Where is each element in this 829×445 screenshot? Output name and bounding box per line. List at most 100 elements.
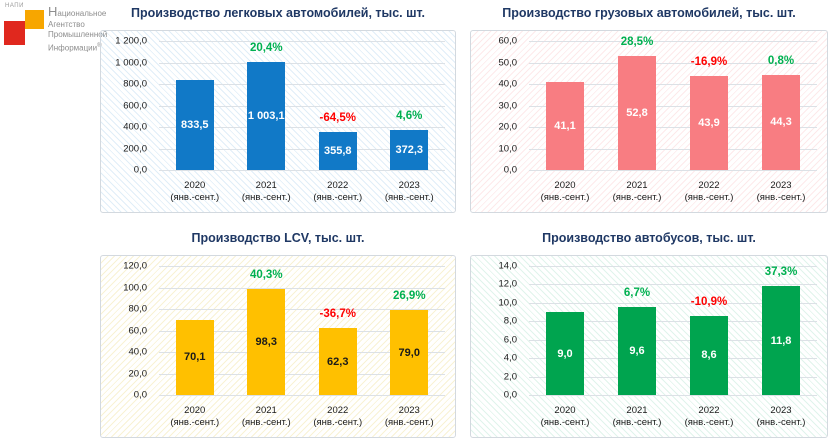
registered-trademark-symbol: ® <box>97 43 101 49</box>
bar-value-label: 70,1 <box>184 351 206 364</box>
y-tick-label: 60,0 <box>498 35 518 47</box>
y-tick-label: 20,0 <box>128 368 148 379</box>
chart-title: Производство автобусов, тыс. шт. <box>542 231 756 245</box>
pct-change-label: -16,9% <box>690 55 728 68</box>
y-tick-label: 6,0 <box>503 334 517 346</box>
y-tick-label: 12,0 <box>498 278 518 290</box>
pct-change-label: -36,7% <box>319 308 356 321</box>
x-axis: 2020 (янв.-сент.) 2021 (янв.-сент.) 2022 (… <box>529 399 817 435</box>
bar-column: 9,0 <box>529 266 601 395</box>
logo-text-line: Промышленной <box>48 30 108 39</box>
x-category-label: 2020 (янв.-сент.) <box>540 405 590 428</box>
pct-change-label: -64,5% <box>319 111 356 124</box>
logo-text-line: Информации® <box>48 41 107 54</box>
bar-value-label: 11,8 <box>770 334 792 347</box>
y-tick-label: 2,0 <box>503 371 517 383</box>
chart-buses: Производство автобусов, тыс. шт. 14,0 12,… <box>470 231 828 438</box>
bar-column: 70,1 <box>159 266 231 395</box>
bar-value-label: 9,6 <box>629 344 645 357</box>
y-tick-label: 800,0 <box>123 78 147 90</box>
y-tick-label: 0,0 <box>503 164 517 176</box>
gridline <box>529 62 817 64</box>
pct-change-label: 40,3% <box>249 269 283 282</box>
x-category-label: 2023 (янв.-сент.) <box>756 180 806 203</box>
y-tick-label: 4,0 <box>503 352 517 364</box>
x-category-label: 2023 (янв.-сент.) <box>756 405 806 428</box>
y-axis: 14,0 12,0 10,0 8,0 6,0 4,0 2,0 0,0 <box>471 261 523 401</box>
bar-column: 44,3 0,8% <box>745 41 817 170</box>
gridline <box>159 373 445 375</box>
y-tick-label: 0,0 <box>133 389 147 401</box>
bar: 41,1 <box>546 81 584 170</box>
y-tick-label: 120,0 <box>123 260 147 272</box>
logo-text-line-last: Информации <box>48 43 98 53</box>
x-axis: 2020 (янв.-сент.) 2021 (янв.-сент.) 2022 (… <box>159 174 445 210</box>
gridline <box>529 148 817 150</box>
x-category-label: 2021 (янв.-сент.) <box>612 405 662 428</box>
bar-column: 62,3 -36,7% <box>302 266 374 395</box>
bar-value-label: 41,1 <box>554 119 576 132</box>
gridline <box>159 352 445 353</box>
gridline <box>159 309 445 310</box>
x-category-label: 2022 (янв.-сент.) <box>684 405 734 428</box>
bar-value-label: 833,5 <box>180 119 209 132</box>
gridline <box>529 321 817 323</box>
y-tick-label: 50,0 <box>498 57 518 68</box>
bar-column: 41,1 <box>529 41 601 170</box>
chart-panel: 120,0 100,0 80,0 60,0 40,0 20,0 0,0 70,1 98,3 40… <box>100 255 456 438</box>
y-tick-label: 0,0 <box>133 164 147 176</box>
pct-change-label: 26,9% <box>392 290 426 303</box>
y-axis: 1 200,0 1 000,0 800,0 600,0 400,0 200,0 0,0 <box>101 36 153 176</box>
gridline <box>159 395 445 396</box>
pct-change-label: 4,6% <box>396 109 423 122</box>
logo-red-square <box>4 21 25 45</box>
x-category-label: 2021 (янв.-сент.) <box>241 405 291 428</box>
bar-value-label: 355,8 <box>323 144 352 157</box>
gridline <box>529 127 817 128</box>
plot-area: 833,5 1 003,1 20,4% 355,8 -64,5% 372,3 4,6% <box>159 41 445 171</box>
gridline <box>529 41 817 42</box>
gridline <box>529 339 817 341</box>
bar: 52,8 <box>618 56 656 170</box>
chart-lcv: Производство LCV, тыс. шт. 120,0 100,0 80,… <box>100 231 456 438</box>
bar: 9,0 <box>546 312 584 395</box>
x-category-label: 2020 (янв.-сент.) <box>540 180 590 203</box>
x-category-label: 2021 (янв.-сент.) <box>241 180 291 203</box>
bar: 833,5 <box>175 80 214 170</box>
chart-passenger-cars: Производство легковых автомобилей, тыс. … <box>100 6 456 213</box>
y-tick-label: 10,0 <box>498 297 518 309</box>
y-tick-label: 40,0 <box>498 78 518 90</box>
gridline <box>529 105 817 107</box>
x-axis: 2020 (янв.-сент.) 2021 (янв.-сент.) 2022 (… <box>159 399 445 435</box>
bar-value-label: 52,8 <box>626 107 648 120</box>
bar: 98,3 <box>247 289 286 395</box>
y-tick-label: 200,0 <box>123 143 147 154</box>
bar-column: 79,0 26,9% <box>374 266 446 395</box>
y-tick-label: 8,0 <box>503 315 517 327</box>
x-category-label: 2020 (янв.-сент.) <box>170 180 220 203</box>
chart-panel: 60,0 50,0 40,0 30,0 20,0 10,0 0,0 41,1 52,8 28,5… <box>470 30 828 213</box>
pct-change-label: 6,7% <box>623 286 651 299</box>
bar: 62,3 <box>318 328 357 395</box>
gridline <box>159 84 445 85</box>
napi-logo: НАПИ Национальное Агентство Промышленной… <box>2 2 132 64</box>
pct-change-label: 20,4% <box>249 42 283 55</box>
pct-change-label: 37,3% <box>764 266 798 279</box>
bar-column: 11,8 37,3% <box>745 266 817 395</box>
x-category-label: 2023 (янв.-сент.) <box>384 405 434 428</box>
y-tick-label: 14,0 <box>498 260 518 272</box>
bar-column: 43,9 -16,9% <box>673 41 745 170</box>
bar: 8,6 <box>690 315 728 395</box>
bar: 9,6 <box>618 306 656 395</box>
x-axis: 2020 (янв.-сент.) 2021 (янв.-сент.) 2022 (… <box>529 174 817 210</box>
bar: 1 003,1 <box>247 62 286 170</box>
bar-columns: 41,1 52,8 28,5% 43,9 -16,9% 44,3 0,8% <box>529 36 817 170</box>
gridline <box>159 41 445 42</box>
y-tick-label: 20,0 <box>498 121 518 133</box>
y-tick-label: 1 200,0 <box>115 35 147 47</box>
bar-value-label: 9,0 <box>557 347 573 360</box>
bar: 44,3 <box>762 74 800 170</box>
logo-text-line: Агентство <box>48 19 85 29</box>
y-axis: 60,0 50,0 40,0 30,0 20,0 10,0 0,0 <box>471 36 523 176</box>
plot-area: 9,0 9,6 6,7% 8,6 -10,9% 11,8 37,3% <box>529 266 817 396</box>
